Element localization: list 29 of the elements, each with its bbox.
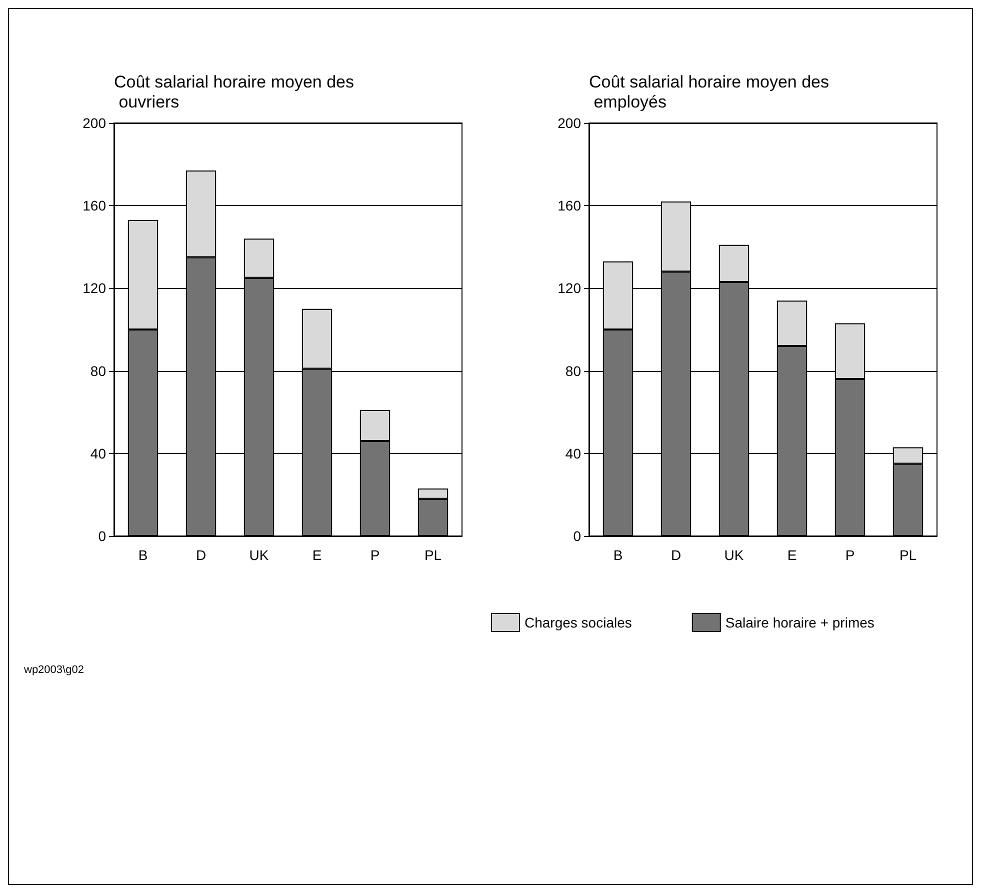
y-tick-label: 160 <box>558 198 582 214</box>
x-tick-label: B <box>613 547 623 563</box>
x-tick-label: P <box>370 547 380 563</box>
y-tick-label: 80 <box>565 362 582 379</box>
text: wp2003\g02 <box>24 664 84 676</box>
x-tick-label: E <box>312 547 322 563</box>
x-tick-label: D <box>196 547 206 563</box>
y-tick-label: 40 <box>565 445 582 462</box>
y-tick-label: 0 <box>98 528 106 544</box>
x-tick-label: UK <box>249 547 270 563</box>
y-tick-label: 80 <box>90 362 106 379</box>
chart-title: Coût salarial horaire moyen des employés <box>589 72 830 112</box>
x-tick-label: UK <box>724 547 744 563</box>
y-tick-label: 120 <box>82 280 106 296</box>
y-tick-label: 120 <box>558 280 582 296</box>
x-tick-label: PL <box>424 547 442 563</box>
x-tick-label: D <box>670 547 682 563</box>
y-tick-label: 40 <box>90 445 106 462</box>
y-tick-label: 200 <box>558 115 582 131</box>
y-tick-label: 0 <box>573 528 582 544</box>
x-tick-label: PL <box>899 547 917 563</box>
legend-label: Salaire horaire + primes <box>725 614 874 630</box>
y-tick-label: 160 <box>82 198 106 214</box>
x-tick-label: B <box>138 547 148 563</box>
x-tick-label: E <box>787 547 797 563</box>
chart-title: Coût salarial horaire moyen des ouvriers <box>114 72 354 112</box>
legend-label: Charges sociales <box>524 614 632 630</box>
x-tick-label: P <box>845 547 855 563</box>
y-tick-label: 200 <box>82 115 106 131</box>
